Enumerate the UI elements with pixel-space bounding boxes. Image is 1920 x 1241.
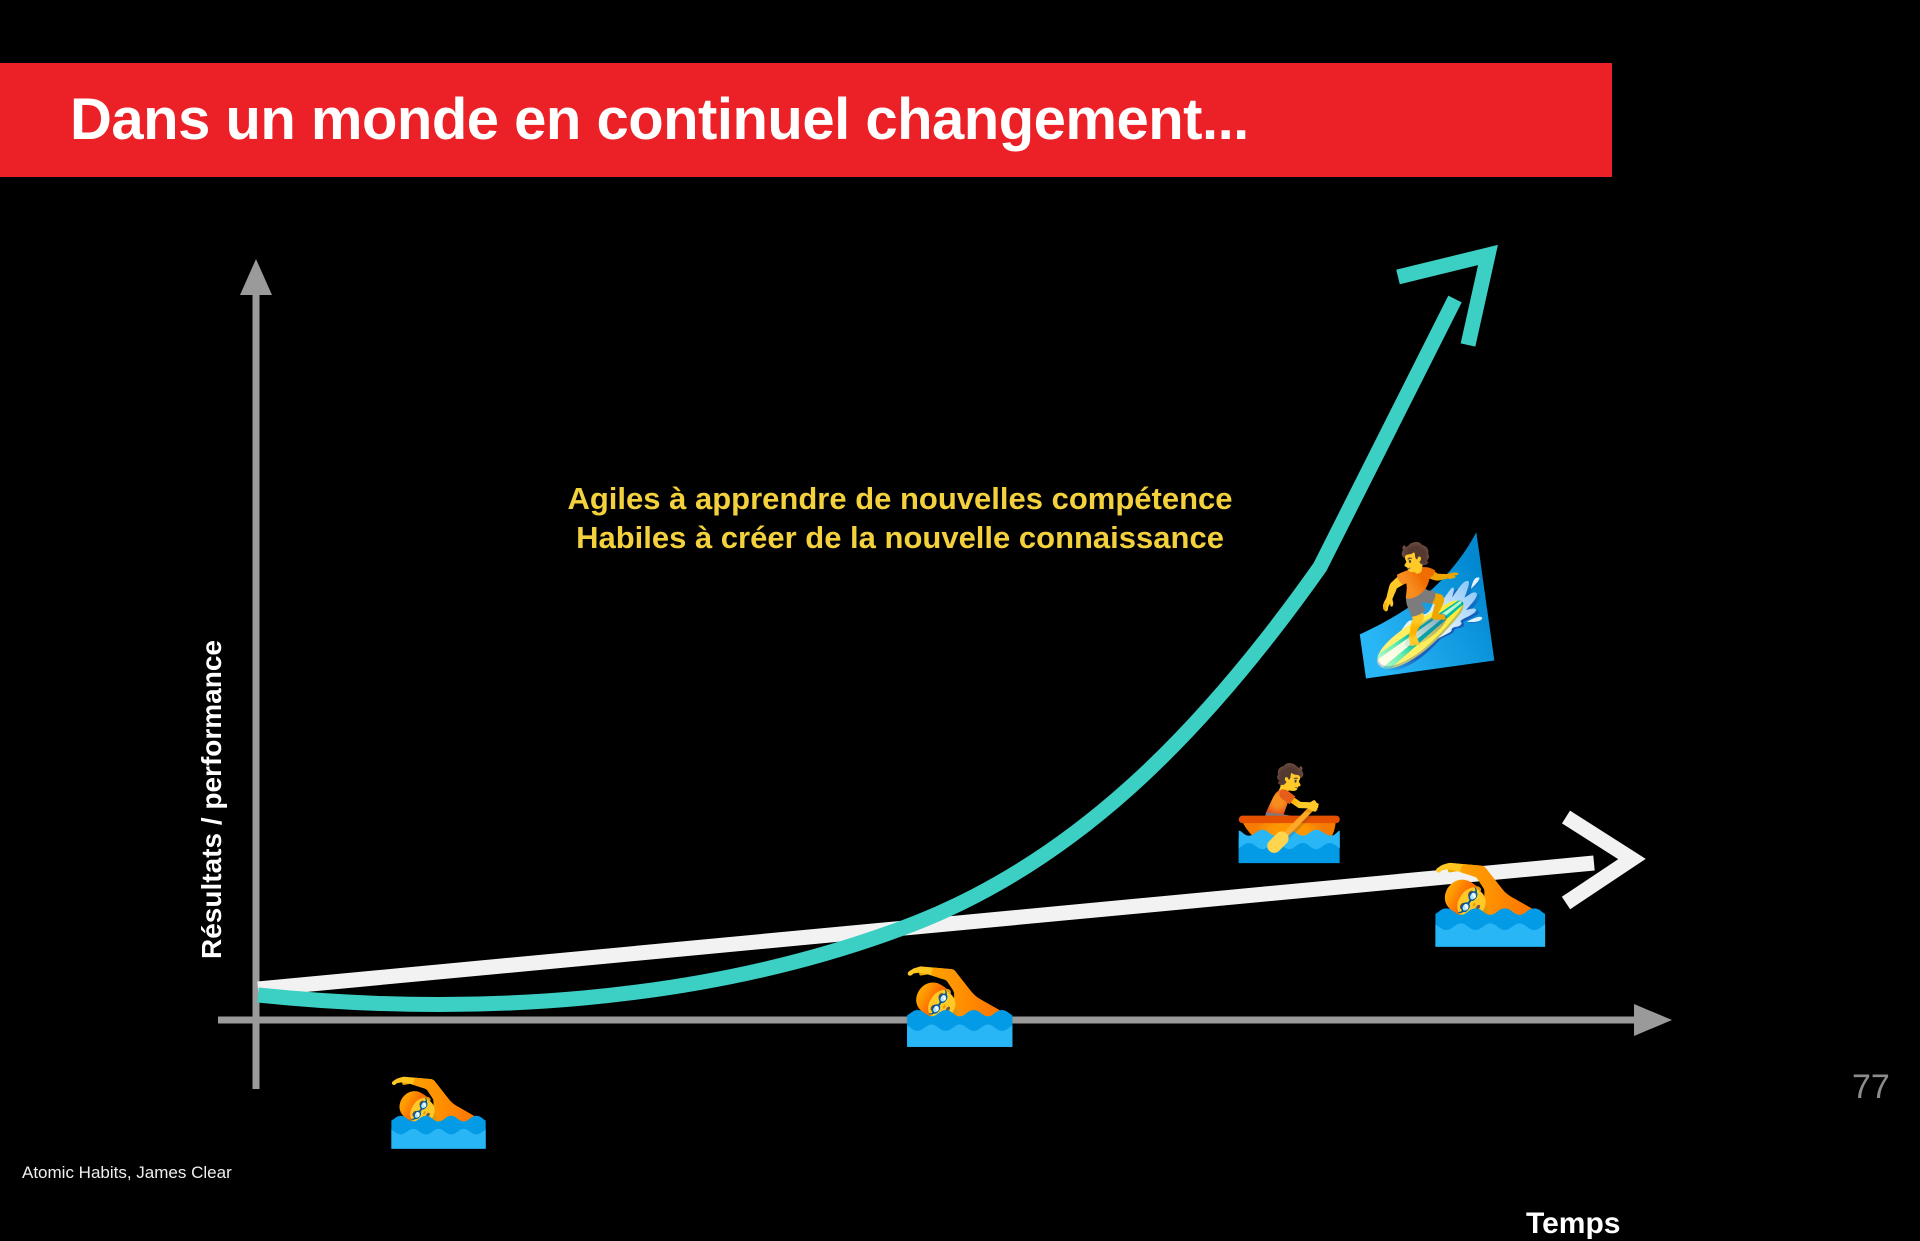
x-axis [218,1004,1672,1036]
swimmer-icon: 🏊 [385,1054,493,1150]
rowboat-icon: 🚣 [1232,762,1347,864]
annotation-line-1: Agiles à apprendre de nouvelles compéten… [567,481,1233,516]
exponential-trend-line [257,244,1498,1012]
source-credit: Atomic Habits, James Clear [22,1163,232,1182]
page-number: 77 [1852,1068,1890,1106]
chart-area: Agiles à apprendre de nouvelles compéten… [0,177,1920,1240]
swimmer-icon: 🏊 [900,941,1020,1048]
annotation-text: Agiles à apprendre de nouvelles compéten… [400,479,1400,558]
page-title: Dans un monde en continuel changement... [70,87,1249,152]
title-banner: Dans un monde en continuel changement... [0,63,1612,177]
x-axis-label: Temps [1526,1207,1621,1240]
y-axis-label: Résultats / performance [196,640,227,959]
annotation-line-2: Habiles à créer de la nouvelle connaissa… [576,520,1224,556]
swimmer-icon: 🏊 [1428,836,1553,948]
chart-graphic [218,244,1672,1089]
surfer-icon: 🏄 [1339,530,1504,682]
y-axis [240,259,272,1089]
